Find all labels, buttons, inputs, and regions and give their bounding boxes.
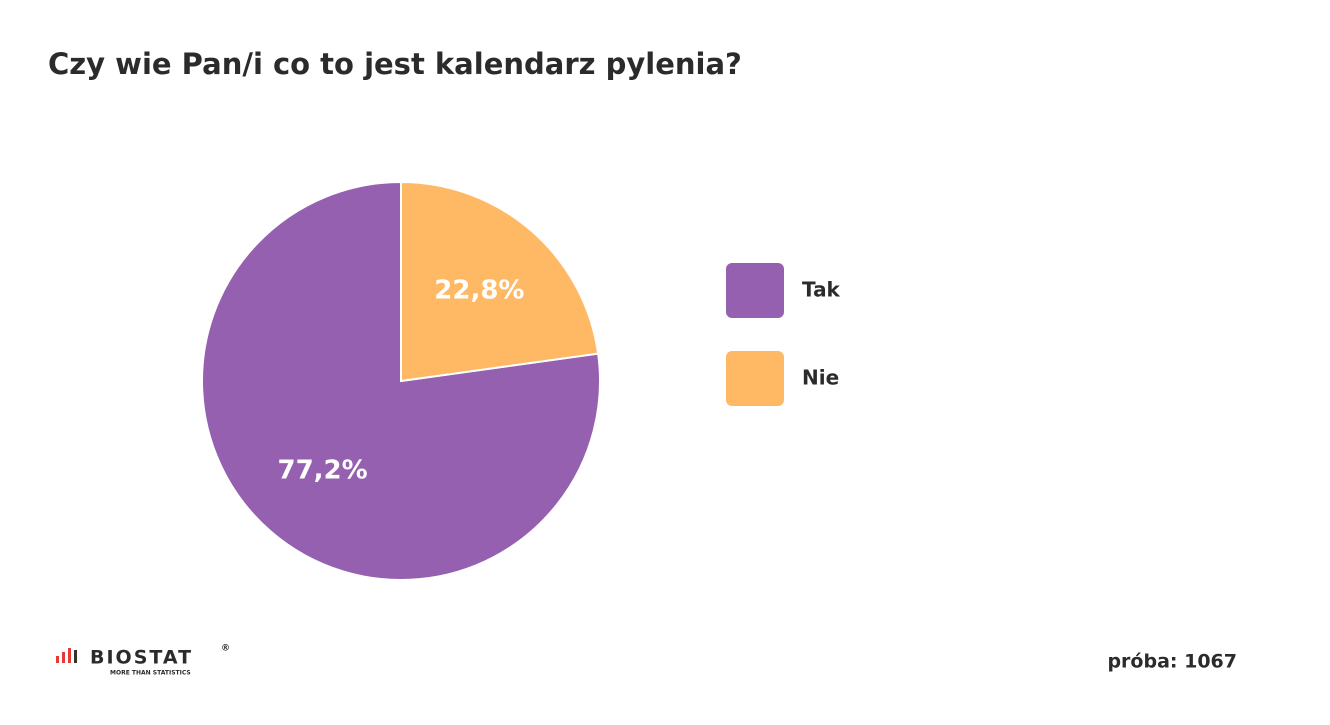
logo-tagline: MORE THAN STATISTICS — [110, 670, 191, 677]
logo: BIOSTAT MORE THAN STATISTICS ® — [56, 644, 230, 677]
chart-title: Czy wie Pan/i co to jest kalendarz pylen… — [48, 47, 742, 81]
logo-text: BIOSTAT — [90, 647, 193, 669]
logo-bar — [62, 652, 65, 663]
logo-bar — [68, 648, 71, 663]
data-label: 77,2% — [278, 456, 368, 486]
legend-swatch — [726, 351, 784, 406]
sample-size: próba: 1067 — [1107, 651, 1237, 673]
data-label: 22,8% — [434, 275, 524, 305]
legend-label: Nie — [802, 366, 839, 390]
pie-slice — [400, 180, 600, 383]
legend-label: Tak — [802, 278, 841, 302]
logo-bar — [74, 650, 77, 663]
logo-mark: ® — [221, 644, 230, 654]
legend-swatch — [726, 263, 784, 318]
logo-bar — [56, 656, 59, 663]
